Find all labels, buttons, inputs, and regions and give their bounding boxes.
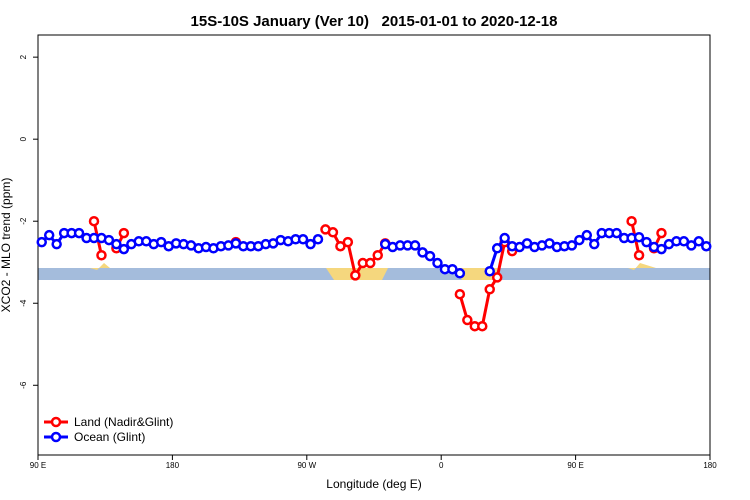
data-point	[678, 236, 690, 247]
data-point	[454, 268, 466, 279]
data-point	[491, 243, 503, 254]
data-point	[686, 240, 697, 251]
data-point	[574, 234, 585, 246]
data-point	[335, 240, 346, 252]
legend: Land (Nadir&Glint)Ocean (Glint)	[44, 415, 173, 444]
data-point	[365, 257, 376, 269]
data-point	[626, 215, 637, 227]
data-point	[454, 288, 466, 300]
data-point	[372, 250, 383, 261]
data-point	[312, 234, 324, 245]
chart-title: 15S-10S January (Ver 10) 2015-01-01 to 2…	[191, 13, 558, 30]
data-point	[693, 236, 705, 247]
data-point	[424, 250, 436, 262]
legend-marker	[50, 431, 62, 443]
x-tick-label: 90 E	[30, 461, 46, 470]
x-tick-label: 90 E	[567, 461, 583, 470]
data-point	[447, 263, 458, 275]
y-tick-label: -4	[19, 299, 28, 307]
y-axis-label: XCO2 - MLO trend (ppm)	[0, 178, 13, 313]
y-tick-label: -2	[19, 217, 28, 225]
data-point	[641, 236, 652, 248]
data-point	[111, 238, 122, 250]
y-tick-label: -6	[19, 381, 28, 389]
data-point	[499, 232, 510, 244]
data-point	[432, 257, 443, 269]
data-point	[581, 229, 593, 241]
data-point	[51, 238, 62, 250]
data-point	[305, 238, 316, 250]
x-tick-label: 180	[703, 461, 717, 470]
data-point	[701, 240, 712, 252]
data-point	[342, 236, 354, 248]
data-point	[155, 236, 167, 248]
data-point	[103, 234, 115, 246]
y-tick-label: 0	[19, 136, 28, 141]
data-point	[297, 234, 309, 245]
data-point	[409, 240, 421, 251]
data-point	[88, 215, 100, 227]
x-tick-label: 0	[439, 461, 444, 470]
data-point	[96, 250, 107, 261]
x-axis-label: Longitude (deg E)	[326, 477, 421, 491]
legend-label: Land (Nadir&Glint)	[74, 415, 173, 429]
data-point	[350, 270, 361, 281]
data-point	[656, 227, 667, 239]
land-fill	[628, 263, 656, 270]
data-point	[611, 227, 622, 239]
data-point	[633, 250, 645, 261]
legend-label: Ocean (Glint)	[74, 430, 145, 444]
x-tick-label: 90 W	[297, 461, 316, 470]
legend-marker	[50, 416, 62, 428]
data-point	[327, 227, 339, 238]
data-point	[484, 284, 495, 295]
land-fill	[90, 263, 110, 270]
data-point	[477, 320, 488, 332]
data-point	[118, 243, 130, 255]
data-point	[36, 236, 47, 248]
x-tick-label: 180	[166, 461, 180, 470]
data-point	[491, 272, 503, 283]
data-point	[462, 314, 473, 326]
data-point	[43, 229, 55, 241]
data-point	[484, 266, 495, 277]
data-point	[633, 231, 645, 243]
data-point	[656, 243, 667, 255]
data-point	[589, 238, 600, 250]
y-tick-label: 2	[19, 54, 28, 59]
data-point	[566, 240, 578, 251]
data-point	[118, 227, 130, 239]
data-point	[73, 227, 85, 239]
